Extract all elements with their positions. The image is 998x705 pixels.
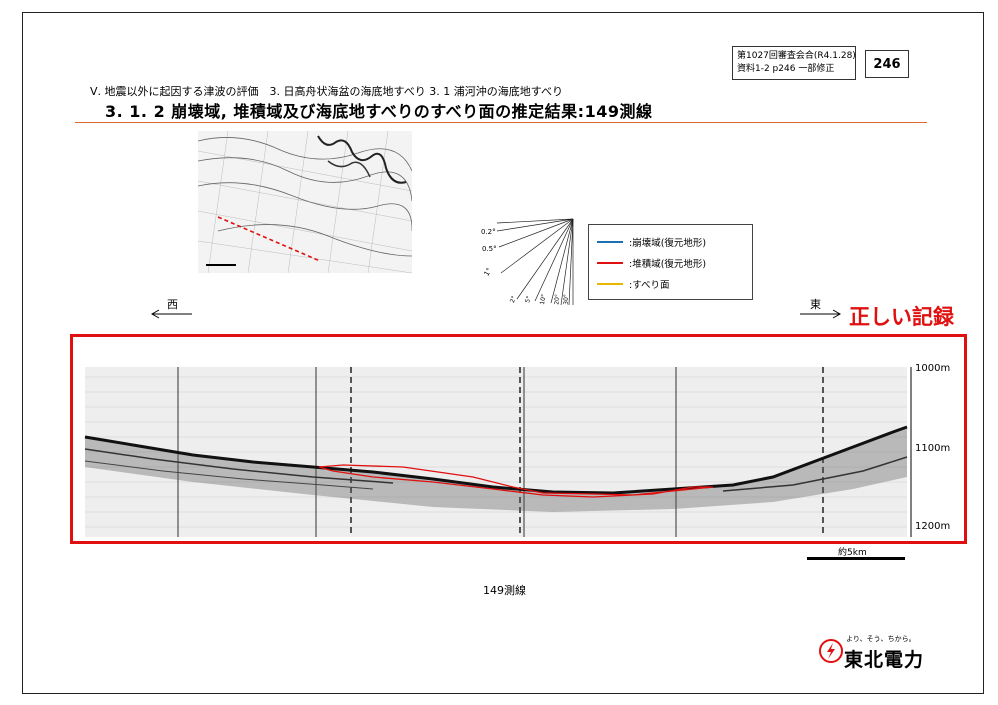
legend-swatch-red bbox=[597, 261, 623, 264]
legend-item-collapse: :崩壊域(復元地形) bbox=[597, 231, 744, 252]
profile-highlight-box bbox=[70, 334, 967, 544]
legend: :崩壊域(復元地形) :堆積域(復元地形) :すべり面 bbox=[588, 224, 753, 300]
logo-tagline: より、そう、ちから。 bbox=[846, 635, 916, 643]
depth-label-1000m: 1000m bbox=[915, 363, 951, 374]
east-arrow-icon bbox=[800, 309, 842, 319]
meeting-reference-box: 第1027回審査会合(R4.1.28) 資料1-2 p246 一部修正 bbox=[732, 46, 856, 80]
legend-item-deposit: :堆積域(復元地形) bbox=[597, 252, 744, 273]
legend-label-deposit: :堆積域(復元地形) bbox=[629, 258, 707, 270]
depth-label-1200m: 1200m bbox=[915, 521, 951, 532]
scale-bar bbox=[807, 557, 905, 560]
page-number: 246 bbox=[865, 50, 909, 78]
meeting-line-1: 第1027回審査会合(R4.1.28) bbox=[737, 51, 856, 61]
scale-label: 約5km bbox=[838, 548, 867, 558]
slope-label-0-5deg: 0.5° bbox=[482, 245, 497, 253]
east-label: 東 bbox=[810, 298, 821, 311]
legend-item-slip-surface: :すべり面 bbox=[597, 273, 744, 294]
legend-swatch-yellow bbox=[597, 282, 623, 285]
deposit-area-outline bbox=[318, 464, 714, 498]
west-arrow-icon bbox=[150, 309, 192, 319]
location-map bbox=[198, 131, 412, 273]
title-divider bbox=[75, 122, 927, 123]
slope-angle-fan bbox=[496, 218, 574, 306]
slope-label-20deg: 20° bbox=[553, 293, 562, 306]
legend-swatch-blue bbox=[597, 240, 623, 243]
survey-line-149 bbox=[217, 216, 321, 262]
legend-label-slip-surface: :すべり面 bbox=[629, 279, 670, 291]
west-label: 西 bbox=[167, 298, 178, 311]
page-frame bbox=[22, 12, 984, 694]
survey-line-caption: 149測線 bbox=[483, 584, 526, 597]
breadcrumb: Ⅴ. 地震以外に起因する津波の評価 3. 日高舟状海盆の海底地すべり 3. 1 … bbox=[90, 85, 563, 98]
logo-company-name: 東北電力 bbox=[844, 649, 925, 671]
seismic-profile bbox=[73, 337, 964, 541]
page-title: 3. 1. 2 崩壊域, 堆積域及び海底地すべりのすべり面の推定結果:149測線 bbox=[105, 102, 653, 121]
lightning-logo-icon bbox=[819, 639, 843, 663]
depth-label-1100m: 1100m bbox=[915, 443, 951, 454]
slope-label-0-2deg: 0.2° bbox=[481, 228, 496, 236]
correct-record-label: 正しい記録 bbox=[849, 305, 954, 329]
slope-label-30deg: 30° bbox=[562, 294, 571, 305]
meeting-line-2: 資料1-2 p246 一部修正 bbox=[737, 64, 835, 74]
legend-label-collapse: :崩壊域(復元地形) bbox=[629, 237, 707, 249]
